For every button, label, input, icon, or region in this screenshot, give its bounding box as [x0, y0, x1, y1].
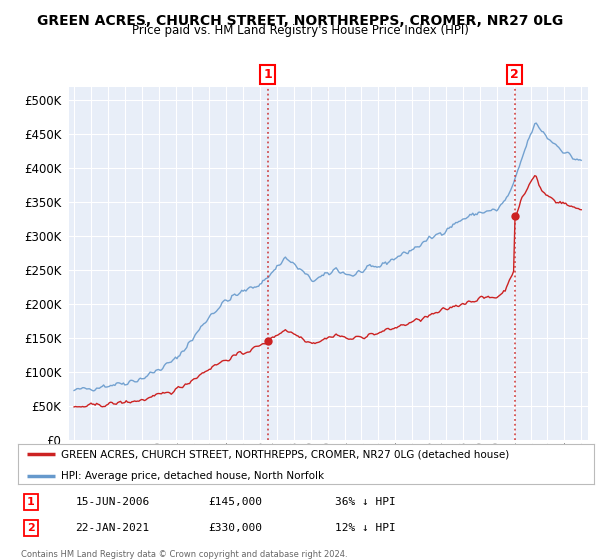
- Text: GREEN ACRES, CHURCH STREET, NORTHREPPS, CROMER, NR27 0LG (detached house): GREEN ACRES, CHURCH STREET, NORTHREPPS, …: [61, 449, 509, 459]
- Text: 22-JAN-2021: 22-JAN-2021: [76, 523, 150, 533]
- Text: 2: 2: [510, 68, 519, 81]
- Text: 12% ↓ HPI: 12% ↓ HPI: [335, 523, 395, 533]
- Text: 2: 2: [27, 523, 35, 533]
- Text: Price paid vs. HM Land Registry's House Price Index (HPI): Price paid vs. HM Land Registry's House …: [131, 24, 469, 37]
- Text: £145,000: £145,000: [208, 497, 262, 507]
- Text: 1: 1: [263, 68, 272, 81]
- Text: 36% ↓ HPI: 36% ↓ HPI: [335, 497, 395, 507]
- Text: 1: 1: [27, 497, 35, 507]
- Text: GREEN ACRES, CHURCH STREET, NORTHREPPS, CROMER, NR27 0LG: GREEN ACRES, CHURCH STREET, NORTHREPPS, …: [37, 14, 563, 28]
- Text: Contains HM Land Registry data © Crown copyright and database right 2024.
This d: Contains HM Land Registry data © Crown c…: [21, 550, 347, 560]
- Text: 15-JUN-2006: 15-JUN-2006: [76, 497, 150, 507]
- Text: £330,000: £330,000: [208, 523, 262, 533]
- Text: HPI: Average price, detached house, North Norfolk: HPI: Average price, detached house, Nort…: [61, 470, 325, 480]
